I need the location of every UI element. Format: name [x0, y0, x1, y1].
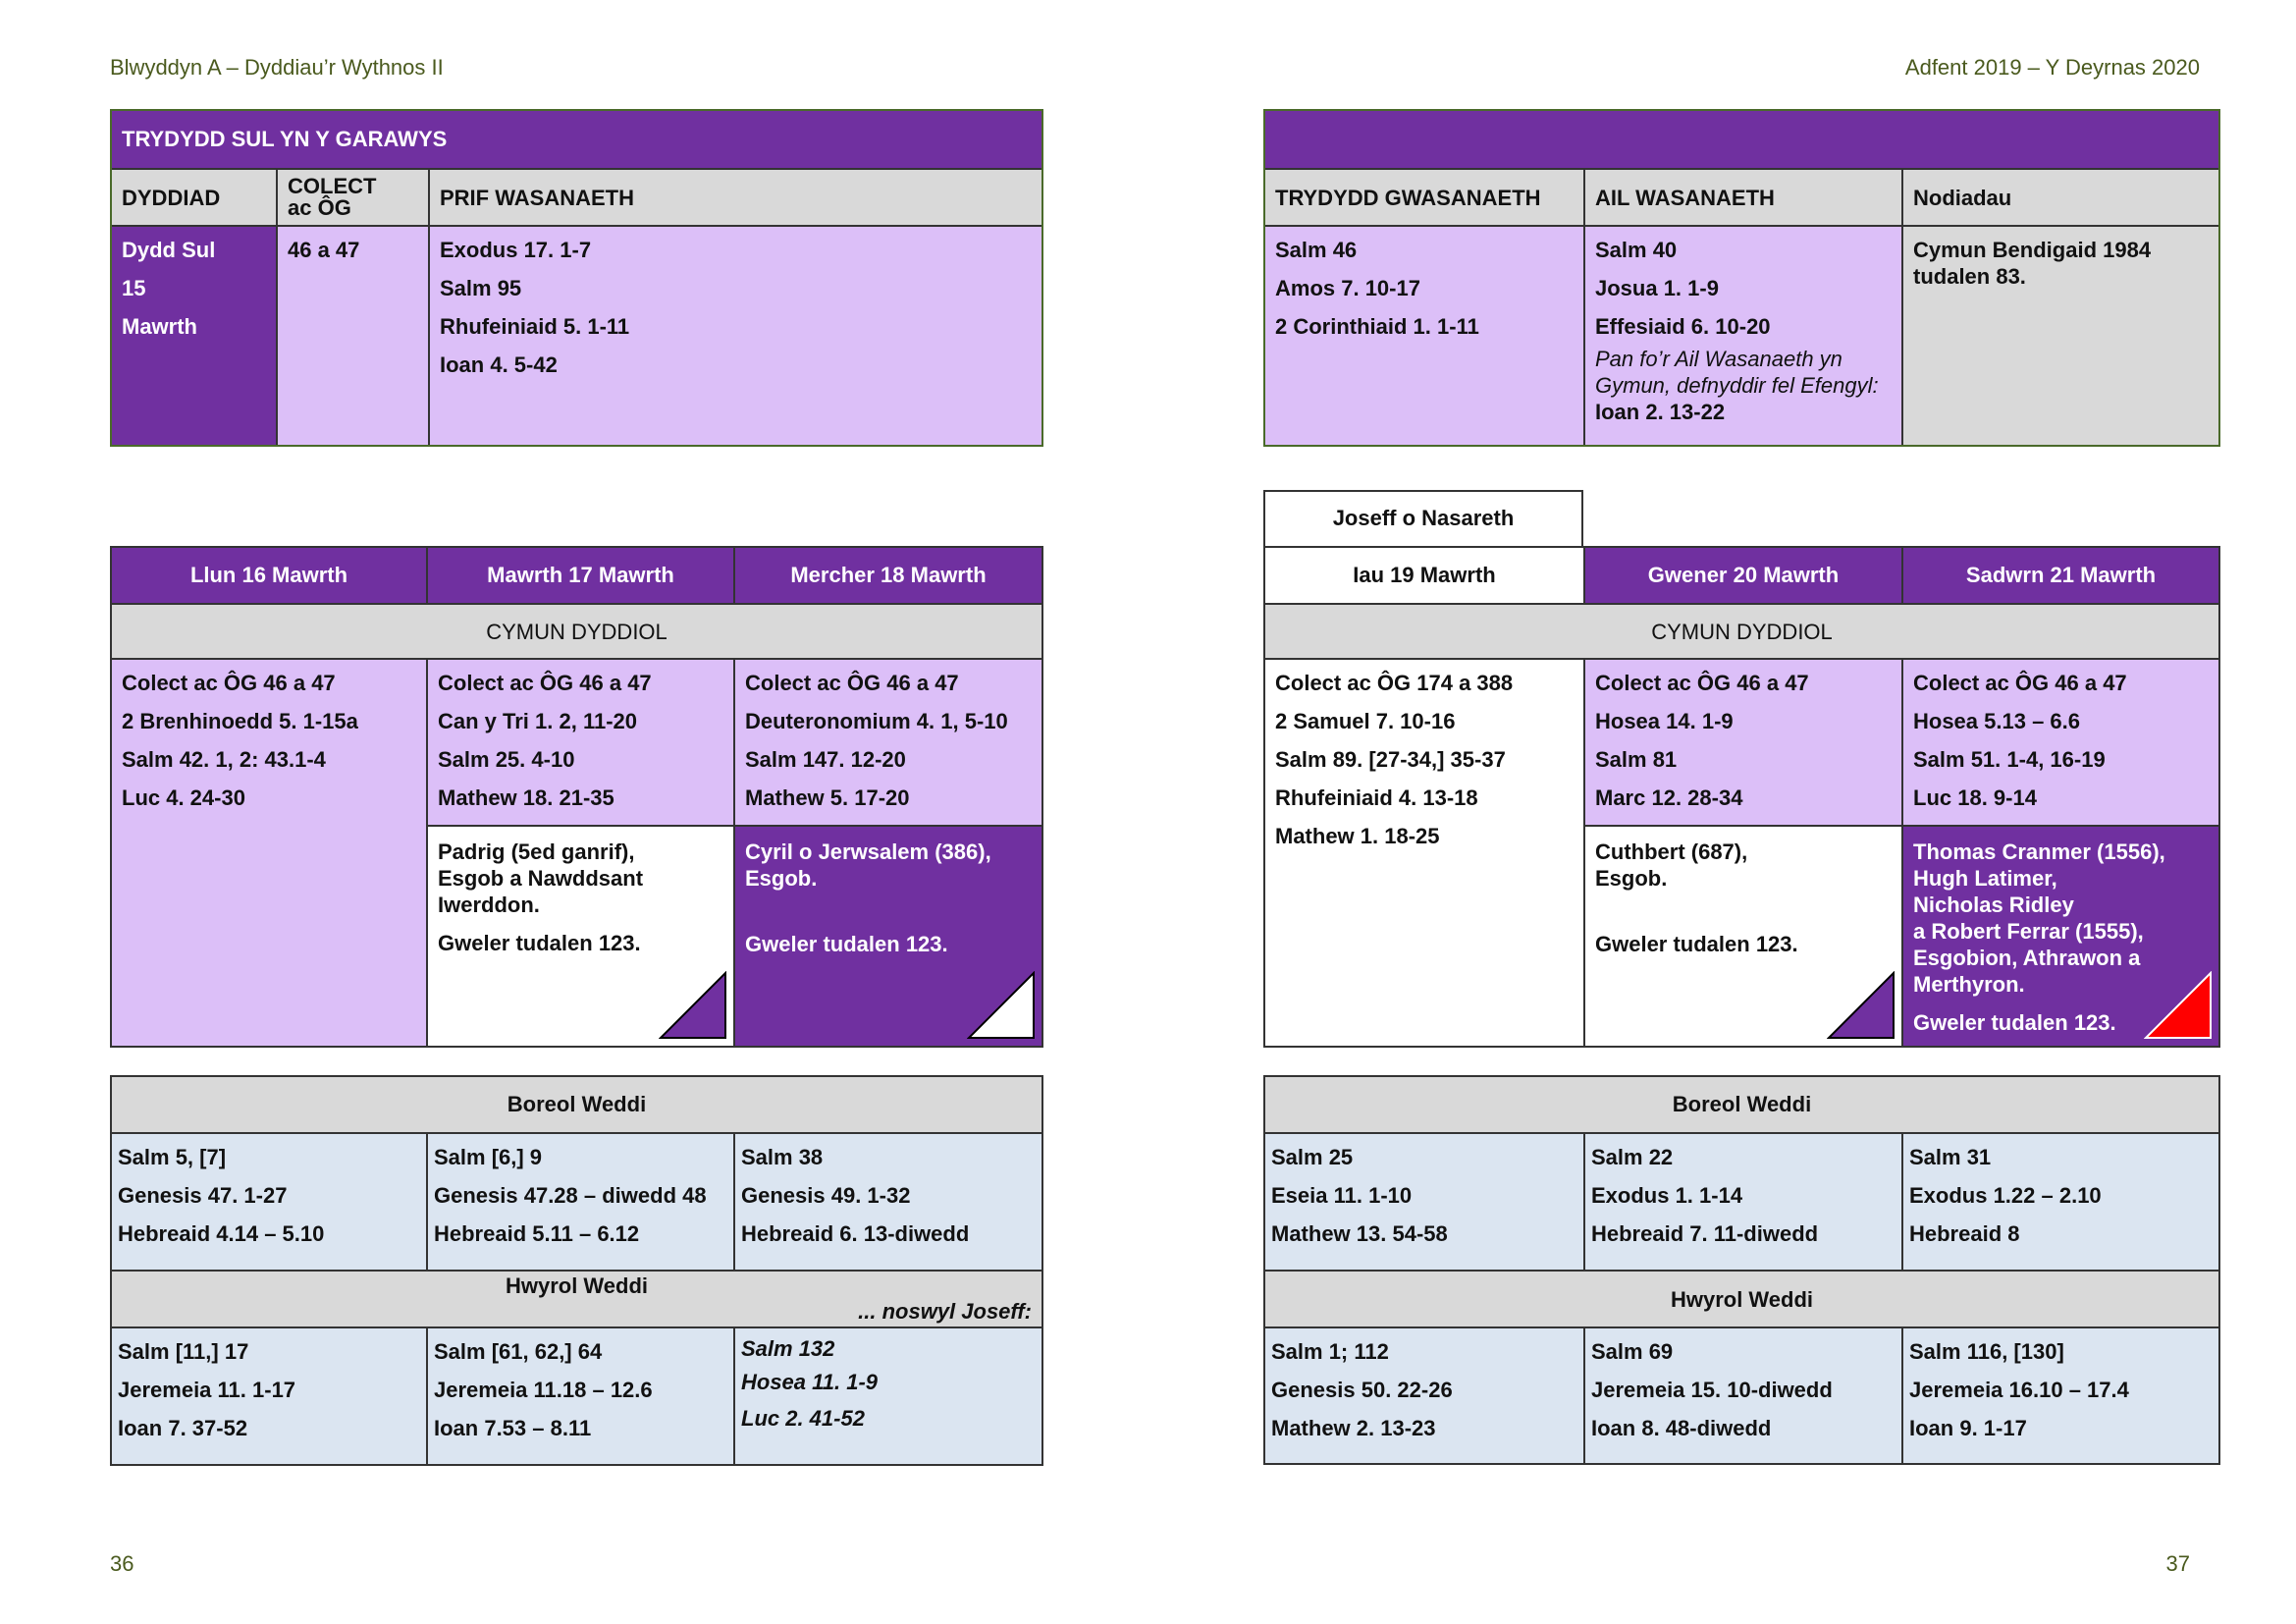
- day-header-iau: Iau 19 Mawrth: [1265, 548, 1583, 603]
- page-number-right: 37: [2165, 1551, 2190, 1576]
- prayers-table-left: Boreol Weddi Salm 5, [7] Genesis 47. 1-2…: [110, 1075, 1043, 1466]
- evening-cell-gwener: Salm 69 Jeremeia 15. 10-diwedd Ioan 8. 4…: [1583, 1326, 1901, 1463]
- section-cymun-dyddiol: CYMUN DYDDIOL: [112, 603, 1041, 658]
- readings-llun: Colect ac ÔG 46 a 47 2 Brenhinoedd 5. 1-…: [112, 658, 426, 1046]
- readings-iau: Colect ac ÔG 174 a 388 2 Samuel 7. 10-16…: [1265, 658, 1583, 1046]
- day-header-mercher: Mercher 18 Mawrth: [733, 548, 1041, 603]
- morning-prayer-header-right: Boreol Weddi: [1265, 1077, 2218, 1132]
- services-title-bar: [1265, 111, 2218, 168]
- evening-cell-sadwrn: Salm 116, [130] Jeremeia 16.10 – 17.4 Io…: [1901, 1326, 2218, 1463]
- section-cymun-dyddiol-right: CYMUN DYDDIOL: [1265, 603, 2218, 658]
- readings-gwener: Colect ac ÔG 46 a 47 Hosea 14. 1-9 Salm …: [1583, 658, 1901, 825]
- commemoration-cuthbert: Cuthbert (687), Esgob. Gweler tudalen 12…: [1583, 825, 1901, 1046]
- morning-cell-mawrth: Salm [6,] 9 Genesis 47.28 – diwedd 48 He…: [426, 1132, 733, 1270]
- evening-prayer-header-right: Hwyrol Weddi: [1265, 1270, 2218, 1326]
- running-header-right: Adfent 2019 – Y Deyrnas 2020: [1904, 55, 2200, 80]
- red-triangle-icon: [2144, 971, 2212, 1039]
- col-day-header: DYDDIAD: [112, 168, 276, 225]
- feast-name: Joseff o Nasareth: [1332, 506, 1515, 530]
- col-main-header: PRIF WASANAETH: [428, 168, 1041, 225]
- weekday-table-left: Llun 16 Mawrth Mawrth 17 Mawrth Mercher …: [110, 546, 1043, 1048]
- third-service-readings: Salm 46 Amos 7. 10-17 2 Corinthiaid 1. 1…: [1265, 225, 1583, 445]
- commemoration-padrig: Padrig (5ed ganrif), Esgob a Nawddsant I…: [426, 825, 733, 1046]
- morning-prayer-header: Boreol Weddi: [112, 1077, 1041, 1132]
- evening-cell-iau: Salm 1; 112 Genesis 50. 22-26 Mathew 2. …: [1265, 1326, 1583, 1463]
- second-service-readings: Salm 40 Josua 1. 1-9 Effesiaid 6. 10-20 …: [1583, 225, 1901, 445]
- col-third-header: TRYDYDD GWASANAETH: [1265, 168, 1583, 225]
- col-collect-header: COLECT ac ÔG: [276, 168, 428, 225]
- morning-cell-mercher: Salm 38 Genesis 49. 1-32 Hebreaid 6. 13-…: [733, 1132, 1041, 1270]
- evening-cell-mercher: Salm 132 Hosea 11. 1-9 Luc 2. 41-52: [733, 1326, 1041, 1464]
- readings-sadwrn: Colect ac ÔG 46 a 47 Hosea 5.13 – 6.6 Sa…: [1901, 658, 2218, 825]
- purple-triangle-icon: [659, 971, 726, 1039]
- prayers-table-right: Boreol Weddi Salm 25 Eseia 11. 1-10 Math…: [1263, 1075, 2220, 1465]
- commemoration-cranmer: Thomas Cranmer (1556), Hugh Latimer, Nic…: [1901, 825, 2218, 1046]
- sunday-collect: 46 a 47: [276, 225, 428, 445]
- purple-triangle-icon: [1827, 971, 1895, 1039]
- morning-cell-llun: Salm 5, [7] Genesis 47. 1-27 Hebreaid 4.…: [112, 1132, 426, 1270]
- weekday-table-right: Iau 19 Mawrth Gwener 20 Mawrth Sadwrn 21…: [1263, 546, 2220, 1048]
- running-header-left: Blwyddyn A – Dyddiau’r Wythnos II: [110, 55, 444, 80]
- morning-cell-iau: Salm 25 Eseia 11. 1-10 Mathew 13. 54-58: [1265, 1132, 1583, 1270]
- morning-cell-sadwrn: Salm 31 Exodus 1.22 – 2.10 Hebreaid 8: [1901, 1132, 2218, 1270]
- white-triangle-icon: [967, 971, 1035, 1039]
- morning-cell-gwener: Salm 22 Exodus 1. 1-14 Hebreaid 7. 11-di…: [1583, 1132, 1901, 1270]
- evening-cell-llun: Salm [11,] 17 Jeremeia 11. 1-17 Ioan 7. …: [112, 1326, 426, 1464]
- readings-mawrth: Colect ac ÔG 46 a 47 Can y Tri 1. 2, 11-…: [426, 658, 733, 825]
- sunday-services-table: TRYDYDD GWASANAETH AIL WASANAETH Nodiada…: [1263, 109, 2220, 447]
- sunday-main-readings: Exodus 17. 1-7 Salm 95 Rhufeiniaid 5. 1-…: [428, 225, 1041, 445]
- eve-of-joseph-note: ... noswyl Joseff:: [858, 1299, 1032, 1324]
- commemoration-cyril: Cyril o Jerwsalem (386), Esgob. Gweler t…: [733, 825, 1041, 1046]
- day-header-mawrth: Mawrth 17 Mawrth: [426, 548, 733, 603]
- notes-cell: Cymun Bendigaid 1984 tudalen 83.: [1901, 225, 2218, 445]
- day-header-sadwrn: Sadwrn 21 Mawrth: [1901, 548, 2218, 603]
- feast-label-box: Joseff o Nasareth: [1263, 490, 1583, 547]
- day-header-gwener: Gwener 20 Mawrth: [1583, 548, 1901, 603]
- page-number-left: 36: [110, 1551, 134, 1576]
- sunday-title: TRYDYDD SUL YN Y GARAWYS: [112, 111, 1041, 168]
- col-notes-header: Nodiadau: [1901, 168, 2218, 225]
- sunday-table: TRYDYDD SUL YN Y GARAWYS DYDDIAD COLECT …: [110, 109, 1043, 447]
- readings-mercher: Colect ac ÔG 46 a 47 Deuteronomium 4. 1,…: [733, 658, 1041, 825]
- evening-cell-mawrth: Salm [61, 62,] 64 Jeremeia 11.18 – 12.6 …: [426, 1326, 733, 1464]
- sunday-date: Dydd Sul 15 Mawrth: [112, 225, 276, 445]
- day-header-llun: Llun 16 Mawrth: [112, 548, 426, 603]
- col-second-header: AIL WASANAETH: [1583, 168, 1901, 225]
- evening-prayer-header: Hwyrol Weddi ... noswyl Joseff:: [112, 1270, 1041, 1326]
